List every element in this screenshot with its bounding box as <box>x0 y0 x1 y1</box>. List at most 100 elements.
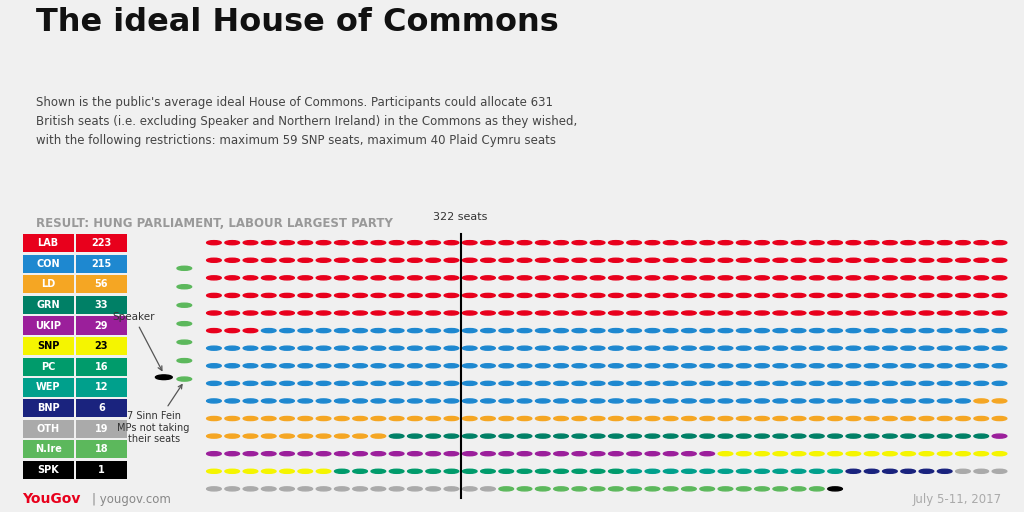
Circle shape <box>937 346 952 350</box>
Circle shape <box>699 452 715 456</box>
Circle shape <box>773 434 787 438</box>
Circle shape <box>335 241 349 245</box>
Circle shape <box>353 381 368 386</box>
Circle shape <box>699 346 715 350</box>
Circle shape <box>608 416 624 420</box>
Circle shape <box>627 399 641 403</box>
Circle shape <box>682 381 696 386</box>
Circle shape <box>992 452 1007 456</box>
Circle shape <box>371 364 386 368</box>
Circle shape <box>901 311 915 315</box>
Circle shape <box>335 329 349 333</box>
Circle shape <box>664 381 678 386</box>
Circle shape <box>243 469 258 473</box>
Circle shape <box>810 399 824 403</box>
Circle shape <box>920 469 934 473</box>
Circle shape <box>177 358 191 362</box>
Circle shape <box>499 381 514 386</box>
Circle shape <box>590 364 605 368</box>
Circle shape <box>682 329 696 333</box>
Circle shape <box>590 311 605 315</box>
Circle shape <box>517 399 531 403</box>
Circle shape <box>243 381 258 386</box>
Circle shape <box>590 452 605 456</box>
Circle shape <box>261 329 276 333</box>
Circle shape <box>920 452 934 456</box>
Circle shape <box>389 452 403 456</box>
Circle shape <box>316 276 331 280</box>
Circle shape <box>280 241 294 245</box>
Circle shape <box>627 469 641 473</box>
Circle shape <box>554 364 568 368</box>
Circle shape <box>353 346 368 350</box>
Circle shape <box>792 276 806 280</box>
Circle shape <box>243 416 258 420</box>
Circle shape <box>280 346 294 350</box>
Circle shape <box>846 311 860 315</box>
Circle shape <box>463 241 477 245</box>
Circle shape <box>536 364 550 368</box>
Circle shape <box>243 276 258 280</box>
Circle shape <box>480 346 496 350</box>
Circle shape <box>426 276 440 280</box>
Circle shape <box>901 381 915 386</box>
Circle shape <box>974 416 988 420</box>
Text: YouGov: YouGov <box>23 492 81 506</box>
Bar <box>76 275 127 293</box>
Circle shape <box>846 399 860 403</box>
Circle shape <box>280 364 294 368</box>
Circle shape <box>408 329 422 333</box>
Circle shape <box>536 258 550 262</box>
Circle shape <box>827 311 843 315</box>
Circle shape <box>736 381 751 386</box>
Circle shape <box>682 364 696 368</box>
Circle shape <box>682 311 696 315</box>
Circle shape <box>499 293 514 297</box>
Circle shape <box>827 381 843 386</box>
Circle shape <box>664 276 678 280</box>
Circle shape <box>499 487 514 491</box>
Circle shape <box>736 311 751 315</box>
Circle shape <box>444 241 459 245</box>
Circle shape <box>225 364 240 368</box>
Circle shape <box>627 364 641 368</box>
Circle shape <box>901 258 915 262</box>
Circle shape <box>408 258 422 262</box>
Circle shape <box>682 399 696 403</box>
Circle shape <box>901 399 915 403</box>
Circle shape <box>664 487 678 491</box>
Circle shape <box>335 346 349 350</box>
Circle shape <box>773 346 787 350</box>
Circle shape <box>536 416 550 420</box>
Circle shape <box>699 276 715 280</box>
Circle shape <box>207 346 221 350</box>
Text: 215: 215 <box>91 259 112 269</box>
Circle shape <box>718 469 733 473</box>
Circle shape <box>554 487 568 491</box>
Circle shape <box>883 364 897 368</box>
Circle shape <box>408 241 422 245</box>
Circle shape <box>937 276 952 280</box>
Circle shape <box>883 241 897 245</box>
Circle shape <box>920 258 934 262</box>
Circle shape <box>699 258 715 262</box>
Circle shape <box>627 416 641 420</box>
Circle shape <box>699 434 715 438</box>
Circle shape <box>901 329 915 333</box>
Circle shape <box>901 416 915 420</box>
Circle shape <box>536 276 550 280</box>
Circle shape <box>408 364 422 368</box>
Circle shape <box>499 416 514 420</box>
Circle shape <box>426 258 440 262</box>
Circle shape <box>298 241 312 245</box>
Circle shape <box>554 469 568 473</box>
Bar <box>23 440 74 458</box>
Circle shape <box>792 487 806 491</box>
Circle shape <box>901 452 915 456</box>
Circle shape <box>463 381 477 386</box>
Circle shape <box>517 258 531 262</box>
Circle shape <box>444 399 459 403</box>
Circle shape <box>864 311 879 315</box>
Circle shape <box>955 399 971 403</box>
Circle shape <box>261 381 276 386</box>
